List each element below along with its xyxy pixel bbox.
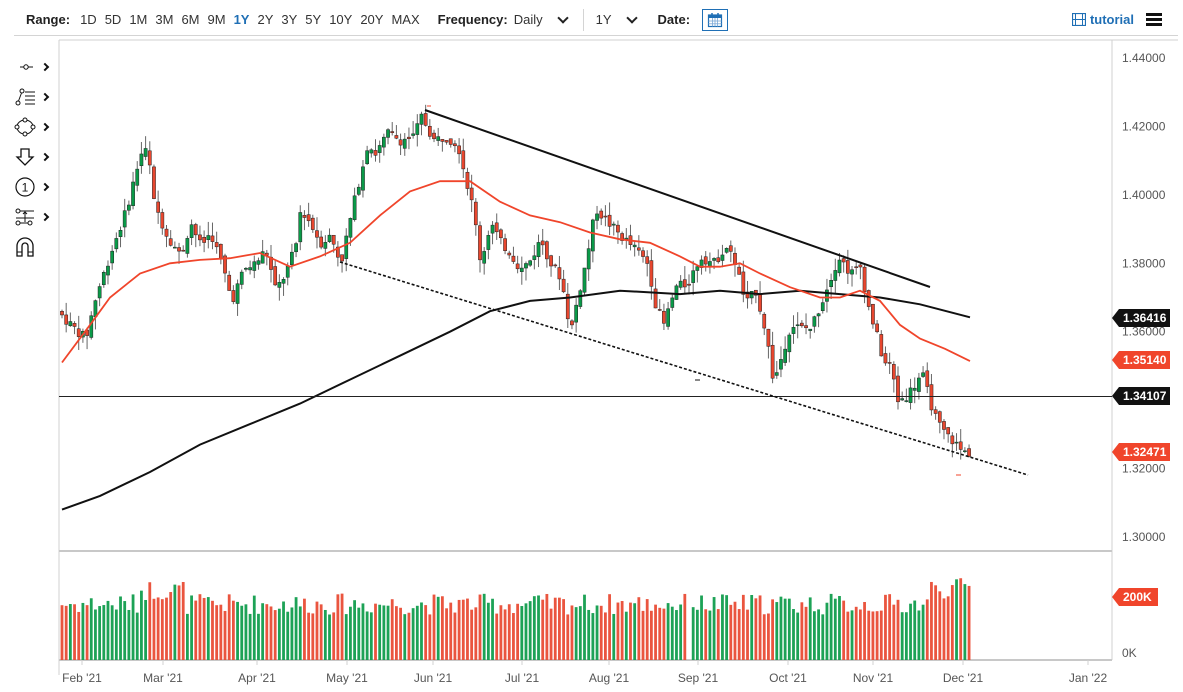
film-icon (1071, 13, 1086, 26)
x-tick-label: May '21 (326, 671, 368, 685)
shape-tool-button[interactable] (14, 112, 54, 142)
measure-tool-button[interactable] (14, 202, 54, 232)
range-6m[interactable]: 6M (181, 12, 200, 27)
toolbar: Range: 1D 5D 1M 3M 6M 9M 1Y 2Y 3Y 5Y 10Y 20Y MAX Fre… (14, 4, 1178, 36)
price-tag: 1.36416 (1112, 309, 1170, 327)
volume-tag: 200K (1112, 588, 1158, 606)
shape-tool-icon (14, 117, 36, 137)
annotation-tool-button[interactable]: 1 (14, 172, 54, 202)
date-label: Date: (657, 12, 691, 27)
line-tool-button[interactable] (14, 52, 54, 82)
price-tag: 1.32471 (1112, 443, 1170, 461)
y-tick-label: 1.32000 (1122, 462, 1166, 476)
tutorial-link[interactable]: tutorial (1071, 12, 1134, 27)
price-tag: 1.35140 (1112, 351, 1170, 369)
svg-text:1: 1 (22, 181, 29, 195)
frequency-label: Frequency: (437, 12, 508, 27)
range-10y[interactable]: 10Y (329, 12, 353, 27)
range-label: Range: (26, 12, 71, 27)
y-tick-label: 1.36000 (1122, 325, 1166, 339)
x-tick-label: Dec '21 (943, 671, 984, 685)
x-tick-label: Apr '21 (238, 671, 276, 685)
tutorial-label: tutorial (1089, 12, 1134, 27)
range-1y[interactable]: 1Y (233, 12, 250, 27)
period-value: 1Y (595, 12, 612, 27)
y-tick-label: 1.44000 (1122, 51, 1166, 65)
x-tick-label: Jul '21 (505, 671, 540, 685)
divider (582, 8, 584, 31)
range-buttons: 1D 5D 1M 3M 6M 9M 1Y 2Y 3Y 5Y 10Y 20Y MAX (76, 12, 424, 27)
measure-tool-icon (15, 208, 34, 226)
frequency-dropdown[interactable]: Daily (513, 11, 569, 27)
x-tick-label: Nov '21 (853, 671, 894, 685)
range-9m[interactable]: 9M (207, 12, 226, 27)
y-tick-label: 1.30000 (1122, 530, 1166, 544)
range-3y[interactable]: 3Y (281, 12, 298, 27)
x-tick-label: Aug '21 (589, 671, 630, 685)
frequency-value: Daily (513, 12, 543, 27)
fibonacci-tool-button[interactable] (14, 82, 54, 112)
period-dropdown[interactable]: 1Y (595, 11, 638, 27)
range-max[interactable]: MAX (391, 12, 420, 27)
ma50-line (61, 180, 971, 364)
magnet-button[interactable] (14, 232, 54, 262)
x-tick-label: Jun '21 (414, 671, 453, 685)
svg-text:1.32471: 1.32471 (1123, 445, 1167, 459)
support-trendline[interactable] (339, 261, 1029, 476)
x-tick-label: Oct '21 (769, 671, 807, 685)
x-tick-label: Jan '22 (1069, 671, 1108, 685)
arrow-down-icon (15, 148, 35, 166)
price-tag: 1.34107 (1112, 387, 1170, 405)
date-picker-button[interactable] (702, 8, 729, 31)
range-1d[interactable]: 1D (80, 12, 97, 27)
calendar-icon (707, 12, 723, 27)
x-tick-label: Mar '21 (143, 671, 183, 685)
volume-bars (60, 578, 971, 660)
candles (60, 104, 971, 460)
x-tick-label: Sep '21 (678, 671, 719, 685)
range-5y[interactable]: 5Y (305, 12, 322, 27)
annotation-number-icon: 1 (15, 177, 35, 197)
drawing-tools: 1 (14, 52, 54, 262)
hamburger-icon (1146, 13, 1162, 16)
range-20y[interactable]: 20Y (360, 12, 384, 27)
resistance-trendline[interactable] (424, 109, 931, 288)
svg-text:1.35140: 1.35140 (1123, 353, 1167, 367)
y-tick-label: 1.40000 (1122, 188, 1166, 202)
range-2y[interactable]: 2Y (257, 12, 274, 27)
x-tick-label: Feb '21 (62, 671, 102, 685)
svg-text:1.36416: 1.36416 (1123, 311, 1167, 325)
range-1m[interactable]: 1M (129, 12, 148, 27)
volume-tick-label: 0K (1122, 646, 1137, 660)
y-tick-label: 1.38000 (1122, 256, 1166, 270)
y-tick-label: 1.42000 (1122, 119, 1166, 133)
svg-text:1.34107: 1.34107 (1123, 389, 1167, 403)
range-5d[interactable]: 5D (104, 12, 122, 27)
line-tool-icon (20, 64, 33, 70)
svg-text:200K: 200K (1123, 590, 1152, 604)
magnet-icon (16, 237, 34, 257)
ma200-line (61, 289, 971, 511)
arrow-tool-button[interactable] (14, 142, 54, 172)
fibonacci-tool-icon (15, 88, 35, 106)
menu-button[interactable] (1146, 11, 1162, 28)
range-3m[interactable]: 3M (155, 12, 174, 27)
